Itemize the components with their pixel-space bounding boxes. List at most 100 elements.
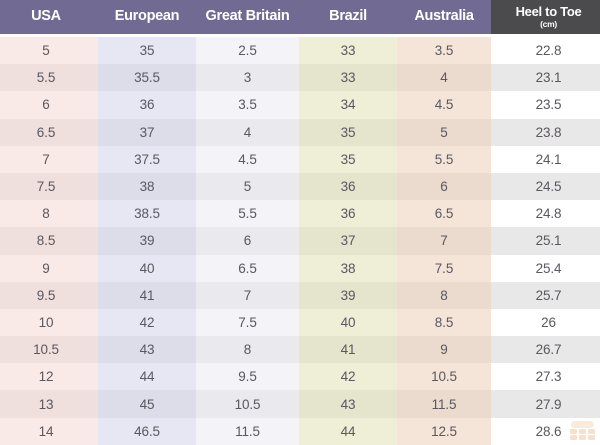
table-cell-heel-to-toe: 23.5 — [535, 97, 562, 113]
table-cell-australia: 8 — [397, 281, 491, 309]
table-cell-great-britain: 5 — [196, 172, 299, 201]
header-label: USA — [31, 8, 61, 25]
table-cell-brazil: 37 — [299, 227, 397, 255]
header-cell-heel-to-toe: Heel to Toe (cm) — [491, 0, 600, 34]
header-label: European — [114, 8, 180, 25]
table-cell-european: 42 — [98, 308, 196, 337]
table-cell-heel-to-toe: 25.1 — [535, 233, 562, 249]
table-cell-usa: 9 — [0, 254, 98, 282]
table-cell-great-britain: 7 — [196, 281, 299, 309]
table-cell-european: 40 — [98, 254, 196, 282]
table-cell-european: 35 — [98, 37, 196, 65]
table-cell-brazil: 39 — [299, 281, 397, 309]
table-cell-european: 38.5 — [98, 200, 196, 228]
table-row: 5 35 2.5 33 3.5 22.8 — [0, 37, 600, 65]
table-row: 14 46.5 11.5 44 12.5 28.6 — [0, 417, 600, 445]
table-cell-great-britain: 6.5 — [196, 254, 299, 282]
table-row: 10.5 43 8 41 9 26.7 — [0, 336, 600, 364]
table-cell-great-britain: 4 — [196, 118, 299, 146]
table-row: 6 36 3.5 34 4.5 23.5 — [0, 91, 600, 119]
table-cell-australia: 4.5 — [397, 91, 491, 119]
table-cell-european: 38 — [98, 172, 196, 201]
table-cell-usa: 9.5 — [0, 281, 98, 309]
table-cell-brazil: 42 — [299, 363, 397, 391]
table-cell-brazil: 34 — [299, 91, 397, 119]
table-cell-great-britain: 8 — [196, 336, 299, 364]
table-cell-brazil: 43 — [299, 390, 397, 418]
table-cell-european: 46.5 — [98, 417, 196, 445]
header-cell-usa: USA — [0, 0, 98, 34]
header-label: Brazil — [329, 8, 367, 25]
table-cell-european: 41 — [98, 281, 196, 309]
table-cell-australia: 9 — [397, 336, 491, 364]
table-row: 5.5 35.5 3 33 4 23.1 — [0, 64, 600, 92]
table-cell-european: 44 — [98, 363, 196, 391]
table-cell-european: 39 — [98, 227, 196, 255]
table-cell-heel-to-toe: 25.4 — [535, 260, 562, 276]
table-cell-heel-to-toe: 22.8 — [535, 43, 562, 59]
table-cell-heel-to-toe: 26 — [541, 314, 556, 330]
table-cell-european: 36 — [98, 91, 196, 119]
table-cell-great-britain: 6 — [196, 227, 299, 255]
header-cell-brazil: Brazil — [299, 0, 397, 34]
table-cell-usa: 7 — [0, 145, 98, 173]
header-label: Great Britain — [205, 8, 290, 25]
table-cell-great-britain: 9.5 — [196, 363, 299, 391]
header-label: Heel to Toe — [515, 4, 582, 20]
table-cell-usa: 14 — [0, 417, 98, 445]
table-cell-brazil: 35 — [299, 145, 397, 173]
table-row: 9 40 6.5 38 7.5 25.4 — [0, 254, 600, 282]
table-cell-brazil: 36 — [299, 200, 397, 228]
table-row: 7 37.5 4.5 35 5.5 24.1 — [0, 145, 600, 173]
table-cell-heel-to-toe: 27.3 — [535, 369, 562, 385]
header-cell-european: European — [98, 0, 196, 34]
table-cell-heel-to-toe: 27.9 — [535, 396, 562, 412]
table-cell-great-britain: 4.5 — [196, 145, 299, 173]
table-cell-heel-to-toe: 23.8 — [535, 124, 562, 140]
table-row: 8.5 39 6 37 7 25.1 — [0, 227, 600, 255]
table-cell-usa: 8 — [0, 200, 98, 228]
table-row: 9.5 41 7 39 8 25.7 — [0, 281, 600, 309]
table-cell-australia: 10.5 — [397, 363, 491, 391]
table-cell-brazil: 38 — [299, 254, 397, 282]
table-cell-great-britain: 3.5 — [196, 91, 299, 119]
table-cell-usa: 13 — [0, 390, 98, 418]
table-cell-usa: 6 — [0, 91, 98, 119]
header-cell-australia: Australia — [397, 0, 491, 34]
table-cell-australia: 3.5 — [397, 37, 491, 65]
table-cell-heel-to-toe: 28.6 — [535, 423, 562, 439]
table-cell-great-britain: 7.5 — [196, 308, 299, 337]
table-cell-australia: 7.5 — [397, 254, 491, 282]
table-cell-heel-to-toe: 24.5 — [535, 179, 562, 195]
table-cell-heel-to-toe: 24.1 — [535, 151, 562, 167]
table-cell-brazil: 40 — [299, 308, 397, 337]
table-cell-australia: 8.5 — [397, 308, 491, 337]
table-cell-brazil: 33 — [299, 64, 397, 92]
table-body: 5 35 2.5 33 3.5 22.8 5.5 35.5 3 33 4 23.1 6 36 3.5 34 4.… — [0, 37, 600, 445]
table-cell-european: 43 — [98, 336, 196, 364]
table-cell-usa: 5.5 — [0, 64, 98, 92]
table-cell-usa: 10.5 — [0, 336, 98, 364]
table-cell-brazil: 44 — [299, 417, 397, 445]
table-row: 7.5 38 5 36 6 24.5 — [0, 172, 600, 201]
table-cell-great-britain: 2.5 — [196, 37, 299, 65]
table-row: 6.5 37 4 35 5 23.8 — [0, 118, 600, 146]
table-cell-usa: 5 — [0, 37, 98, 65]
table-cell-european: 37 — [98, 118, 196, 146]
table-cell-european: 37.5 — [98, 145, 196, 173]
table-cell-heel-to-toe: 26.7 — [535, 342, 562, 358]
table-row: 12 44 9.5 42 10.5 27.3 — [0, 363, 600, 391]
table-cell-australia: 7 — [397, 227, 491, 255]
table-cell-great-britain: 10.5 — [196, 390, 299, 418]
table-cell-usa: 10 — [0, 308, 98, 337]
table-cell-australia: 11.5 — [397, 390, 491, 418]
table-cell-australia: 4 — [397, 64, 491, 92]
table-cell-usa: 12 — [0, 363, 98, 391]
table-cell-great-britain: 5.5 — [196, 200, 299, 228]
table-cell-heel-to-toe: 23.1 — [535, 70, 562, 86]
table-cell-european: 35.5 — [98, 64, 196, 92]
header-label: Australia — [414, 8, 474, 25]
header-cell-great-britain: Great Britain — [196, 0, 299, 34]
table-cell-brazil: 33 — [299, 37, 397, 65]
table-row: 13 45 10.5 43 11.5 27.9 — [0, 390, 600, 418]
